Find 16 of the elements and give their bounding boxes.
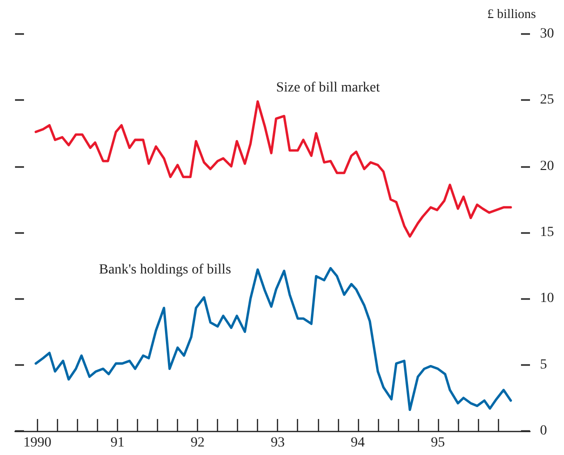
y-tick-label: 20 xyxy=(540,158,554,174)
y-tick-label: 30 xyxy=(540,26,554,42)
series-label: Size of bill market xyxy=(276,80,380,96)
y-tick-label: 0 xyxy=(540,424,547,438)
x-tick-label: 91 xyxy=(110,436,125,450)
y-tick-label: 10 xyxy=(540,291,554,306)
y-tick-label: 15 xyxy=(540,225,554,240)
x-tick-label: 93 xyxy=(270,436,285,450)
y-tick-label: 5 xyxy=(540,357,547,372)
y-tick-label: 25 xyxy=(540,92,554,108)
x-tick-label: 1990 xyxy=(23,436,52,450)
x-tick-label: 92 xyxy=(190,436,205,450)
series-label: Bank's holdings of bills xyxy=(98,262,232,278)
x-tick-label: 94 xyxy=(350,436,365,450)
x-tick-label: 95 xyxy=(430,436,445,450)
y-axis-title: £ billions xyxy=(487,6,536,21)
